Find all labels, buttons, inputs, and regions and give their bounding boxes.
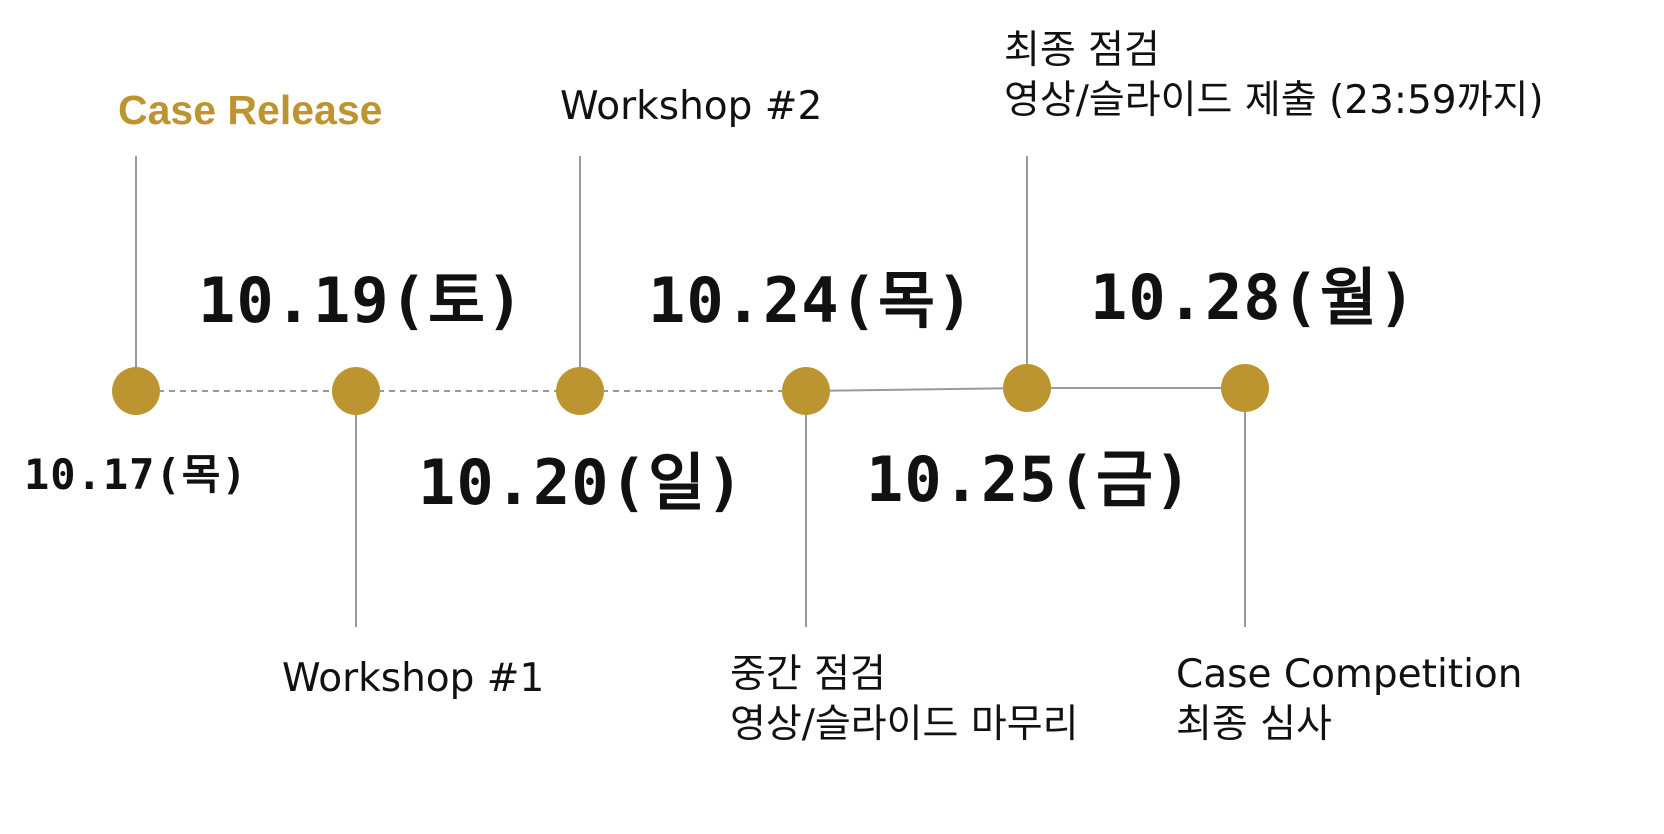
event-label-workshop-2: Workshop #2 — [560, 82, 822, 132]
event-label-line: Workshop #1 — [282, 656, 545, 701]
timeline-connectors — [135, 156, 1246, 627]
milestone-dot — [1221, 364, 1269, 412]
event-label-line: Case Release — [118, 87, 383, 133]
event-label-line: 최종 점검 — [1004, 28, 1160, 73]
milestone-dot — [556, 367, 604, 415]
date-label-10-20: 10.20(일) — [418, 446, 745, 519]
date-label-10-28: 10.28(월) — [1090, 261, 1417, 334]
milestone-dot — [782, 367, 830, 415]
milestone-dot — [332, 367, 380, 415]
event-label-line: Workshop #2 — [560, 84, 823, 129]
timeline-nodes — [112, 364, 1269, 415]
event-label-midterm-check: 중간 점검 영상/슬라이드 마무리 — [730, 650, 1078, 750]
date-label-10-24: 10.24(목) — [648, 264, 975, 337]
timeline-segments — [136, 387, 1245, 392]
event-label-line: 영상/슬라이드 제출 (23:59까지) — [1004, 78, 1544, 123]
timeline-segment-solid — [805, 387, 1028, 392]
event-label-final-check: 최종 점검 영상/슬라이드 제출 (23:59까지) — [1004, 26, 1544, 126]
event-label-line: Case Competition — [1176, 652, 1523, 697]
event-label-line: 중간 점검 — [730, 652, 886, 697]
event-label-line: 최종 심사 — [1176, 702, 1332, 747]
event-label-workshop-1: Workshop #1 — [282, 654, 544, 704]
event-label-line: 영상/슬라이드 마무리 — [730, 702, 1079, 747]
date-label-10-19: 10.19(토) — [198, 264, 525, 337]
event-label-case-release: Case Release — [118, 85, 382, 135]
milestone-dot — [1003, 364, 1051, 412]
date-label-10-25: 10.25(금) — [866, 443, 1193, 516]
event-label-case-competition: Case Competition 최종 심사 — [1176, 650, 1523, 750]
date-label-10-17: 10.17(목) — [24, 450, 248, 499]
milestone-dot — [112, 367, 160, 415]
